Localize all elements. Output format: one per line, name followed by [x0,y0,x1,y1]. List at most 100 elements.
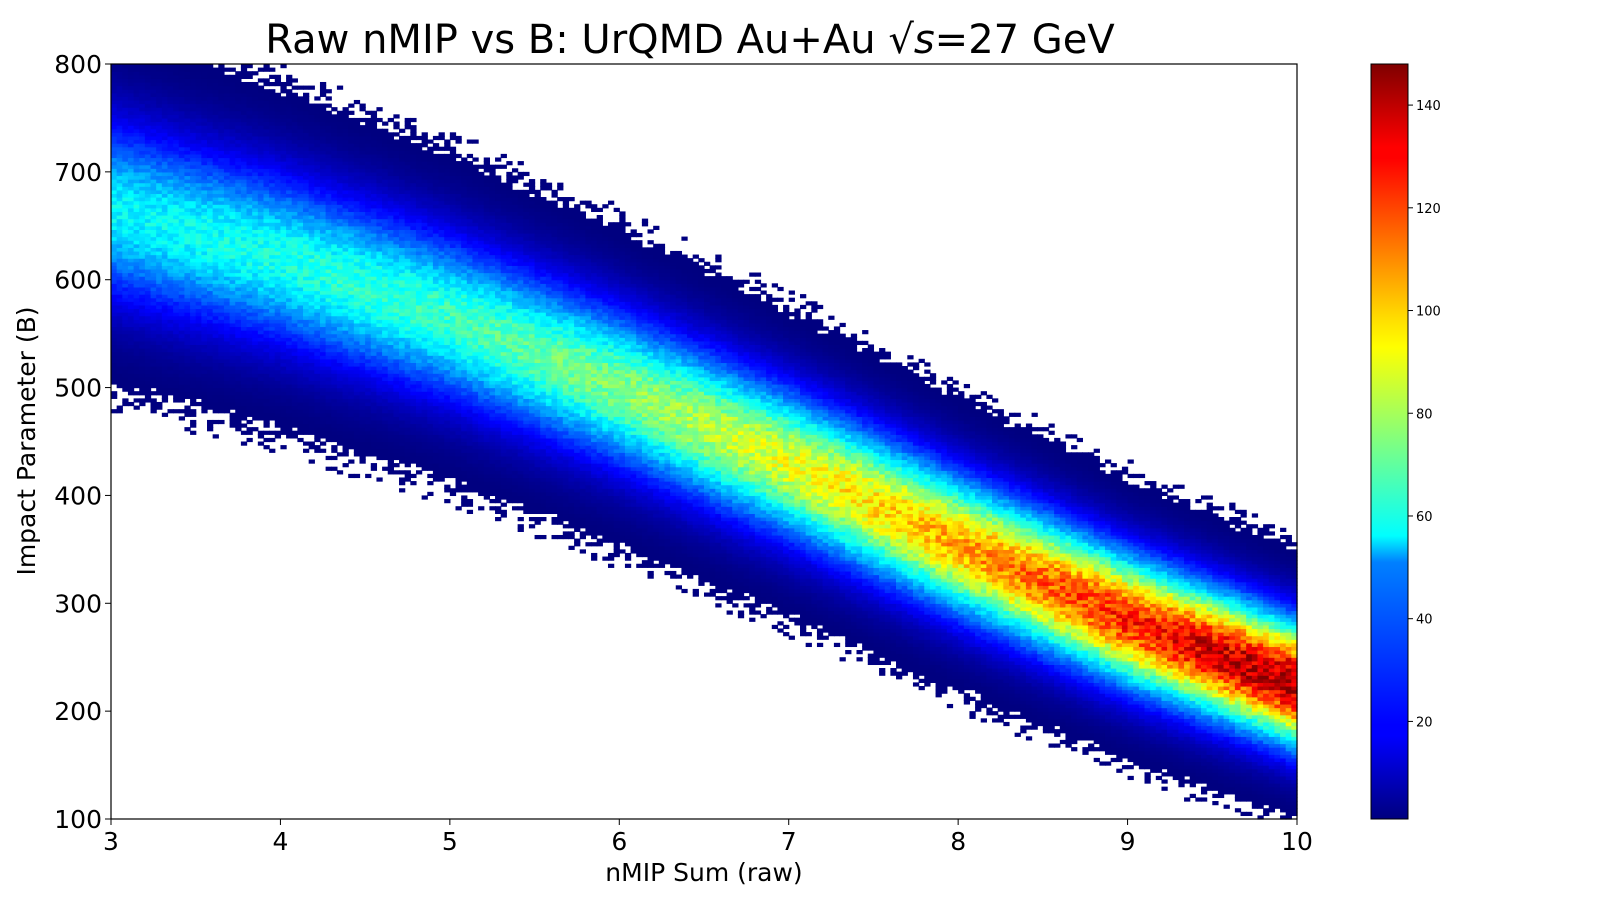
heatmap-cell [387,157,394,162]
heatmap-cell [201,89,208,94]
heatmap-cell [111,193,118,198]
heatmap-cell [229,333,236,338]
heatmap-cell [280,204,287,209]
heatmap-cell [195,225,202,230]
heatmap-cell [303,427,310,432]
heatmap-cell [382,179,389,184]
heatmap-cell [353,225,361,230]
heatmap-cell [393,146,400,151]
heatmap-cell [376,164,383,169]
heatmap-cell [139,146,146,151]
heatmap-cell [280,197,287,202]
heatmap-cell [399,405,406,410]
heatmap-cell [246,358,253,364]
heatmap-cell [291,215,298,220]
heatmap-cell [127,78,135,83]
heatmap-cell [359,272,366,277]
heatmap-cell [382,437,389,443]
heatmap-cell [111,373,118,378]
heatmap-cell [156,64,163,69]
heatmap-cell [235,308,242,313]
heatmap-cell [393,416,400,421]
heatmap-cell [218,143,225,148]
heatmap-cell [308,297,315,302]
heatmap-cell [348,150,355,155]
heatmap-cell [144,380,152,385]
heatmap-cell [207,175,214,180]
heatmap-cell [252,258,259,263]
heatmap-cell [190,333,197,338]
heatmap-cell [139,85,146,90]
heatmap-cell [111,344,118,349]
heatmap-cell [331,434,338,439]
heatmap-cell [336,135,344,141]
heatmap-cell [399,200,406,205]
heatmap-cell [201,243,208,248]
heatmap-cell [167,272,174,277]
heatmap-cell [263,369,270,374]
heatmap-cell [195,283,202,288]
heatmap-cell [127,225,135,230]
heatmap-cell [291,322,298,328]
heatmap-cell [116,179,123,184]
heatmap-cell [235,161,242,166]
heatmap-cell [370,344,378,349]
heatmap-cell [269,437,276,443]
heatmap-cell [325,215,332,220]
heatmap-cell [393,265,400,270]
heatmap-cell [331,164,338,169]
heatmap-cell [240,197,248,202]
heatmap-cell [156,290,163,295]
heatmap-cell [184,215,191,220]
heatmap-cell [156,150,163,155]
heatmap-cell [127,297,135,302]
heatmap-cell [325,168,332,173]
heatmap-cell [365,110,372,115]
heatmap-cell [190,394,197,399]
heatmap-cell [348,301,355,306]
heatmap-cell [161,85,169,90]
heatmap-cell [308,254,315,259]
heatmap-cell [173,92,180,97]
heatmap-cell [111,351,118,356]
heatmap-cell [308,121,315,126]
heatmap-cell [190,326,197,331]
heatmap-cell [133,186,140,191]
heatmap-cell [150,268,157,274]
heatmap-cell [201,222,208,227]
heatmap-cell [252,427,259,432]
heatmap-cell [297,272,304,277]
heatmap-cell [393,308,400,313]
heatmap-cell [336,344,344,349]
heatmap-cell [150,114,157,119]
heatmap-cell [342,326,349,331]
heatmap-cell [201,125,208,130]
heatmap-cell [319,197,327,202]
heatmap-cell [212,276,219,281]
heatmap-cell [257,204,265,209]
heatmap-cell [348,351,355,356]
heatmap-cell [359,348,366,353]
heatmap-cell [370,391,378,396]
heatmap-cell [201,301,208,306]
heatmap-cell [376,412,383,417]
heatmap-cell [122,92,129,97]
heatmap-cell [387,218,394,223]
heatmap-cell [184,179,191,184]
heatmap-cell [111,197,118,202]
heatmap-cell [359,326,366,331]
heatmap-cell [393,383,400,389]
heatmap-cell [286,301,293,306]
heatmap-cell [150,240,157,245]
heatmap-cell [308,416,315,421]
heatmap-cell [314,448,321,453]
heatmap-cell [167,189,174,195]
heatmap-cell [336,419,344,425]
heatmap-cell [280,153,287,159]
heatmap-cell [336,85,344,90]
heatmap-cell [319,312,327,317]
heatmap-cell [212,225,219,230]
heatmap-cell [218,204,225,209]
heatmap-cell [257,412,265,417]
heatmap-cell [167,103,174,108]
